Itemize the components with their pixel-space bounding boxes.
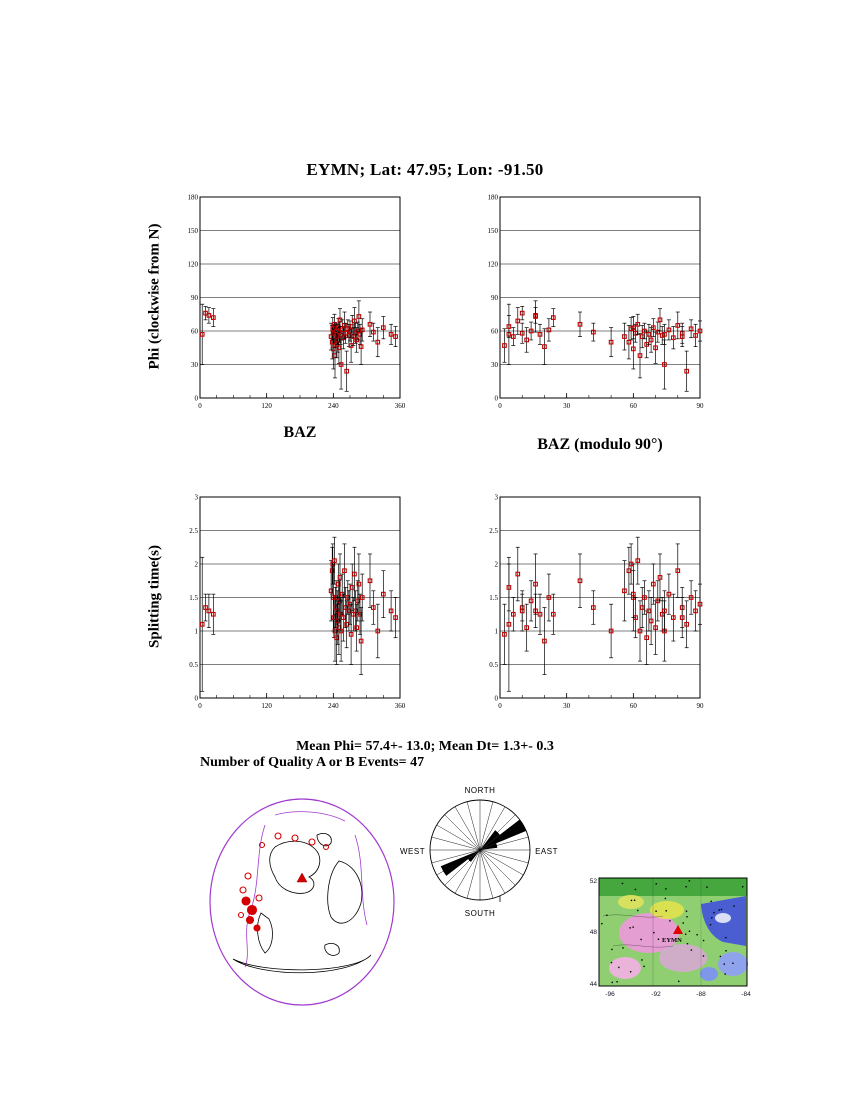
map-station-label: EYMN <box>662 937 682 944</box>
rose-wheel <box>428 798 532 906</box>
svg-text:44: 44 <box>590 981 598 988</box>
svg-text:0: 0 <box>498 402 502 410</box>
svg-text:60: 60 <box>191 328 199 336</box>
event-globe-map <box>205 795 400 1015</box>
svg-text:0: 0 <box>198 402 202 410</box>
svg-text:-88: -88 <box>696 991 706 998</box>
svg-text:-92: -92 <box>651 991 661 998</box>
svg-text:0: 0 <box>195 395 199 403</box>
svg-text:0.5: 0.5 <box>489 661 498 669</box>
svg-text:1.5: 1.5 <box>189 594 198 602</box>
rose-label-west: WEST <box>400 847 426 856</box>
rose-diagram: NORTH SOUTH WEST EAST <box>400 786 560 918</box>
dt-vs-baz-plot: 0 0.5 1 1.5 2 2.5 3 0 120 240 360 <box>174 493 408 714</box>
station-topo-map: EYMN 52 48 44 -96 -92 -88 -84 <box>583 876 753 1004</box>
baz-axis-label: BAZ <box>283 424 317 441</box>
svg-text:90: 90 <box>697 402 705 410</box>
rose-label-east: EAST <box>535 847 558 856</box>
svg-text:0.5: 0.5 <box>189 661 198 669</box>
svg-text:30: 30 <box>491 361 499 369</box>
svg-text:2.5: 2.5 <box>189 527 198 535</box>
svg-text:0: 0 <box>498 702 502 710</box>
phi-vs-baz-plot: 0 30 60 90 120 150 180 0 120 240 360 <box>174 193 408 414</box>
svg-text:180: 180 <box>488 194 499 202</box>
phi-vs-baz-mod90-plot: 0 30 60 90 120 150 180 0 30 60 90 <box>474 193 708 414</box>
svg-text:1: 1 <box>495 628 499 636</box>
svg-text:3: 3 <box>195 494 199 502</box>
svg-text:30: 30 <box>563 702 571 710</box>
mean-statistics-line: Mean Phi= 57.4+- 13.0; Mean Dt= 1.3+- 0.… <box>296 739 554 754</box>
dt-vs-baz-mod90-plot: 0 0.5 1 1.5 2 2.5 3 0 30 60 90 <box>474 493 708 714</box>
svg-text:52: 52 <box>590 878 598 885</box>
svg-text:240: 240 <box>328 402 339 410</box>
svg-text:150: 150 <box>188 227 199 235</box>
svg-text:120: 120 <box>261 702 272 710</box>
svg-text:0: 0 <box>495 695 499 703</box>
svg-text:48: 48 <box>590 929 598 936</box>
svg-text:90: 90 <box>697 702 705 710</box>
svg-text:240: 240 <box>328 702 339 710</box>
svg-text:-96: -96 <box>605 991 615 998</box>
svg-text:0: 0 <box>195 695 199 703</box>
page-title: EYMN; Lat: 47.95; Lon: -91.50 <box>306 160 544 179</box>
svg-text:90: 90 <box>191 294 199 302</box>
svg-text:1: 1 <box>195 628 199 636</box>
svg-text:0: 0 <box>198 702 202 710</box>
svg-text:2: 2 <box>195 561 199 569</box>
svg-text:60: 60 <box>630 402 638 410</box>
svg-text:-84: -84 <box>741 991 751 998</box>
svg-text:120: 120 <box>261 402 272 410</box>
svg-text:360: 360 <box>395 702 406 710</box>
svg-text:2: 2 <box>495 561 499 569</box>
svg-text:60: 60 <box>491 328 499 336</box>
rose-label-north: NORTH <box>464 786 496 795</box>
svg-text:120: 120 <box>188 261 199 269</box>
map-station-triangle-icon <box>673 925 683 934</box>
svg-text:180: 180 <box>188 194 199 202</box>
svg-text:3: 3 <box>495 494 499 502</box>
rose-label-south: SOUTH <box>464 909 496 918</box>
svg-text:1.5: 1.5 <box>489 594 498 602</box>
splitting-time-axis-label: Splitting time(s) <box>146 545 163 648</box>
station-triangle-icon <box>296 872 308 883</box>
svg-text:2.5: 2.5 <box>489 527 498 535</box>
phi-axis-label: Phi (clockwise from N) <box>146 223 163 370</box>
svg-text:90: 90 <box>491 294 499 302</box>
event-count-line: Number of Quality A or B Events= 47 <box>200 755 425 770</box>
svg-text:120: 120 <box>488 261 499 269</box>
svg-text:360: 360 <box>395 402 406 410</box>
svg-text:30: 30 <box>563 402 571 410</box>
svg-text:0: 0 <box>495 395 499 403</box>
svg-text:60: 60 <box>630 702 638 710</box>
baz-mod90-axis-label: BAZ (modulo 90°) <box>537 436 663 453</box>
svg-text:30: 30 <box>191 361 199 369</box>
svg-text:150: 150 <box>488 227 499 235</box>
